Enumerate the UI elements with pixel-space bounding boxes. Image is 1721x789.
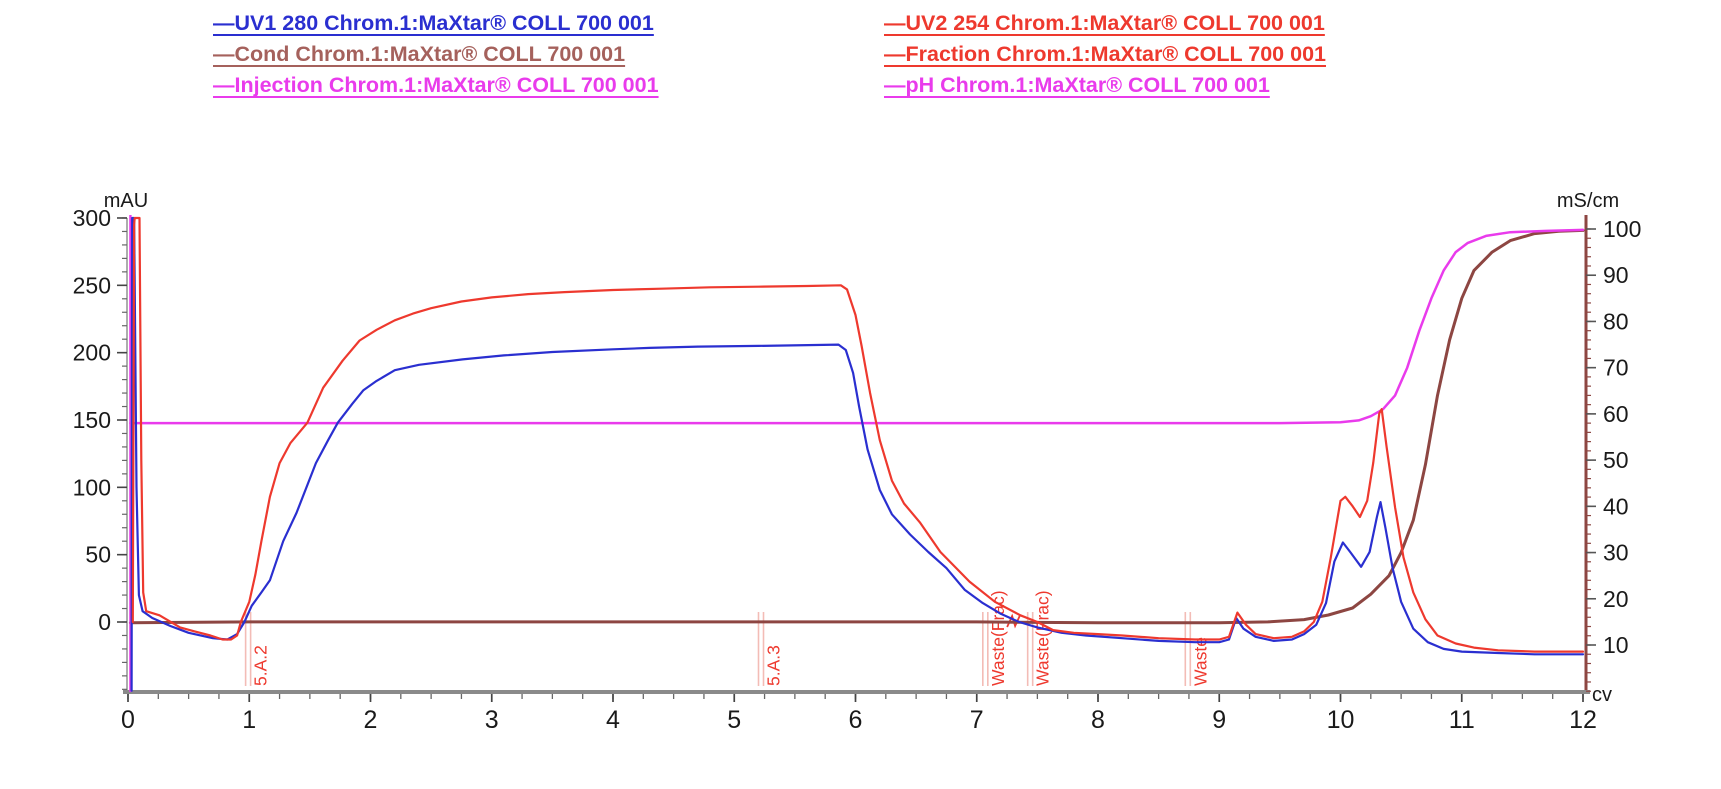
legend-entry-uv1-280[interactable]: —UV1 280 Chrom.1:MaXtar® COLL 700 001 [213, 11, 654, 35]
svg-text:mS/cm: mS/cm [1557, 190, 1619, 212]
axes [123, 215, 1590, 694]
svg-text:12: 12 [1569, 706, 1597, 734]
series-cond [128, 228, 1585, 625]
legend-column-right: —UV2 254 Chrom.1:MaXtar® COLL 700 001 —F… [884, 8, 1326, 101]
svg-text:11: 11 [1449, 706, 1475, 734]
svg-text:20: 20 [1603, 586, 1629, 612]
legend-entry-injection[interactable]: —Injection Chrom.1:MaXtar® COLL 700 001 [213, 73, 659, 97]
svg-text:70: 70 [1603, 355, 1629, 381]
legend-entry-cond[interactable]: —Cond Chrom.1:MaXtar® COLL 700 001 [213, 42, 626, 66]
fraction-label: Waste [1190, 637, 1210, 686]
svg-text:6: 6 [849, 706, 863, 734]
fraction-label: Waste(Frac) [1033, 590, 1053, 686]
legend-entry-fraction[interactable]: —Fraction Chrom.1:MaXtar® COLL 700 001 [884, 42, 1326, 66]
svg-text:60: 60 [1603, 401, 1629, 427]
right-axis: 10 20 30 40 50 60 70 80 90 100 mS/cm [1557, 190, 1641, 692]
fraction-marks: 5.A.2 5.A.3 Waste(Frac) Waste(Frac) Waste [244, 590, 1210, 686]
curves [128, 215, 1585, 692]
svg-text:250: 250 [73, 272, 111, 298]
svg-text:2: 2 [364, 706, 378, 734]
fraction-label: Waste(Frac) [988, 590, 1008, 686]
svg-text:1: 1 [242, 706, 256, 734]
svg-text:cv: cv [1592, 684, 1612, 706]
svg-text:100: 100 [1603, 216, 1641, 242]
svg-text:7: 7 [970, 706, 984, 734]
svg-text:0: 0 [121, 706, 135, 734]
fraction-label: 5.A.2 [251, 645, 271, 686]
svg-text:50: 50 [85, 542, 111, 568]
series-uv2-254 [131, 216, 1585, 653]
svg-text:3: 3 [485, 706, 499, 734]
svg-text:mAU: mAU [104, 190, 148, 212]
svg-text:150: 150 [73, 407, 111, 433]
svg-text:10: 10 [1603, 632, 1629, 658]
svg-text:40: 40 [1603, 493, 1629, 519]
svg-text:300: 300 [73, 205, 111, 231]
series-ph [129, 228, 1585, 425]
svg-text:50: 50 [1603, 447, 1629, 473]
svg-text:200: 200 [73, 340, 111, 366]
svg-text:5: 5 [727, 706, 741, 734]
legend-entry-ph[interactable]: —pH Chrom.1:MaXtar® COLL 700 001 [884, 73, 1270, 97]
legend-entry-uv2-254[interactable]: —UV2 254 Chrom.1:MaXtar® COLL 700 001 [884, 11, 1325, 35]
svg-text:90: 90 [1603, 262, 1629, 288]
legend-column-left: —UV1 280 Chrom.1:MaXtar® COLL 700 001 —C… [213, 8, 659, 101]
series-uv1-280 [130, 216, 1585, 692]
svg-text:8: 8 [1091, 706, 1105, 734]
svg-text:80: 80 [1603, 308, 1629, 334]
svg-text:0: 0 [98, 609, 111, 635]
svg-text:10: 10 [1327, 706, 1355, 734]
svg-text:4: 4 [606, 706, 620, 734]
svg-text:9: 9 [1212, 706, 1226, 734]
svg-text:30: 30 [1603, 540, 1629, 566]
svg-text:100: 100 [73, 474, 111, 500]
fraction-label: 5.A.3 [764, 645, 784, 686]
